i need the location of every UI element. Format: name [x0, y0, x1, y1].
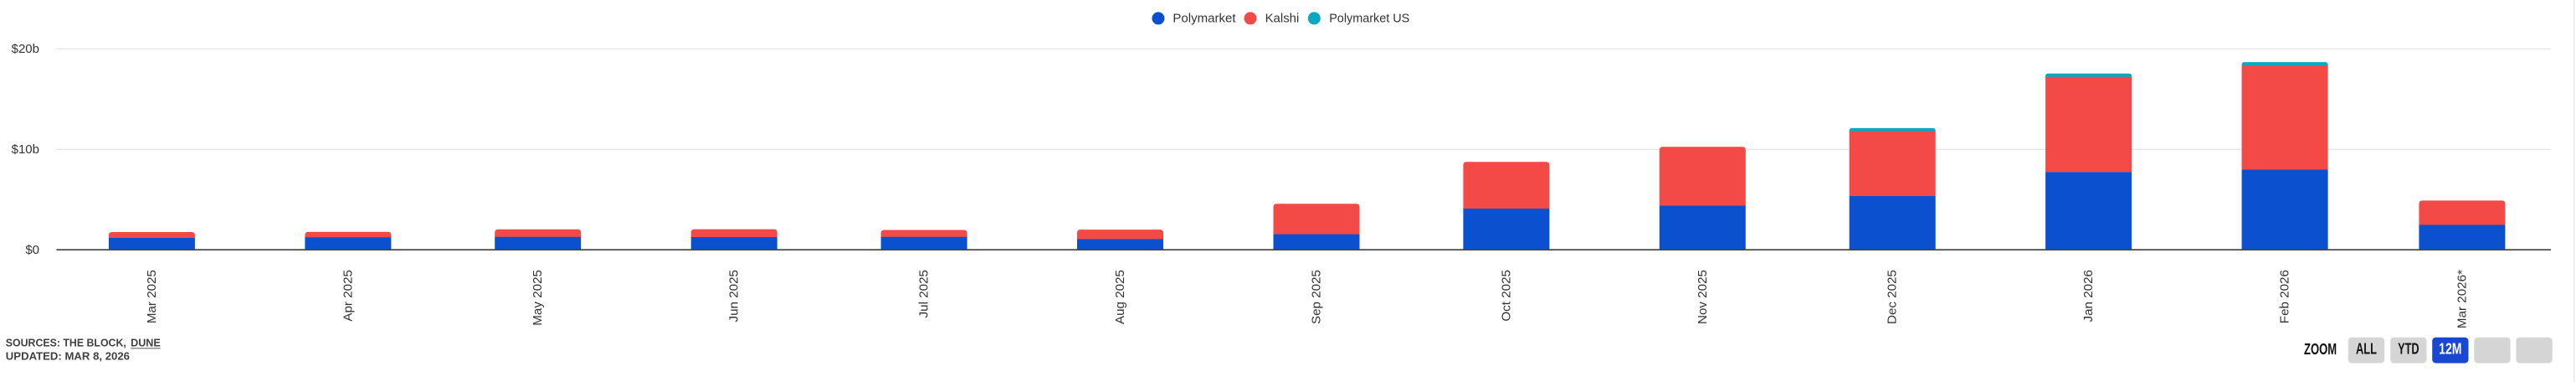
svg-text:Mar 2026*: Mar 2026*	[2455, 270, 2469, 328]
svg-text:Nov 2025: Nov 2025	[1696, 270, 1710, 324]
svg-text:Polymarket: Polymarket	[1173, 11, 1236, 25]
svg-text:$10b: $10b	[12, 142, 39, 157]
svg-text:$0: $0	[25, 243, 39, 257]
svg-text:Jan 2026: Jan 2026	[2081, 270, 2096, 323]
svg-text:DUNE: DUNE	[131, 336, 161, 348]
svg-text:12M: 12M	[2439, 341, 2461, 358]
svg-text:$20b: $20b	[12, 42, 39, 56]
svg-text:Jun 2025: Jun 2025	[727, 270, 741, 323]
svg-text:Oct 2025: Oct 2025	[1499, 270, 1513, 322]
svg-text:UPDATED: MAR 8, 2026: UPDATED: MAR 8, 2026	[6, 349, 130, 362]
svg-text:Mar 2025: Mar 2025	[145, 270, 159, 323]
svg-text:Dec 2025: Dec 2025	[1886, 270, 1900, 324]
svg-text:Aug 2025: Aug 2025	[1113, 270, 1127, 324]
svg-text:YTD: YTD	[2398, 341, 2419, 358]
svg-text:Kalshi: Kalshi	[1265, 11, 1300, 25]
svg-text:SOURCES: THE BLOCK,: SOURCES: THE BLOCK,	[6, 336, 126, 348]
svg-text:ALL: ALL	[2356, 341, 2377, 358]
svg-text:Apr 2025: Apr 2025	[341, 270, 355, 322]
svg-text:Sep 2025: Sep 2025	[1310, 270, 1324, 324]
svg-text:May 2025: May 2025	[531, 270, 545, 326]
svg-text:Feb 2026: Feb 2026	[2278, 270, 2292, 323]
svg-text:Polymarket US: Polymarket US	[1329, 11, 1409, 25]
svg-text:ZOOM: ZOOM	[2304, 341, 2337, 358]
svg-text:Jul 2025: Jul 2025	[917, 270, 931, 317]
